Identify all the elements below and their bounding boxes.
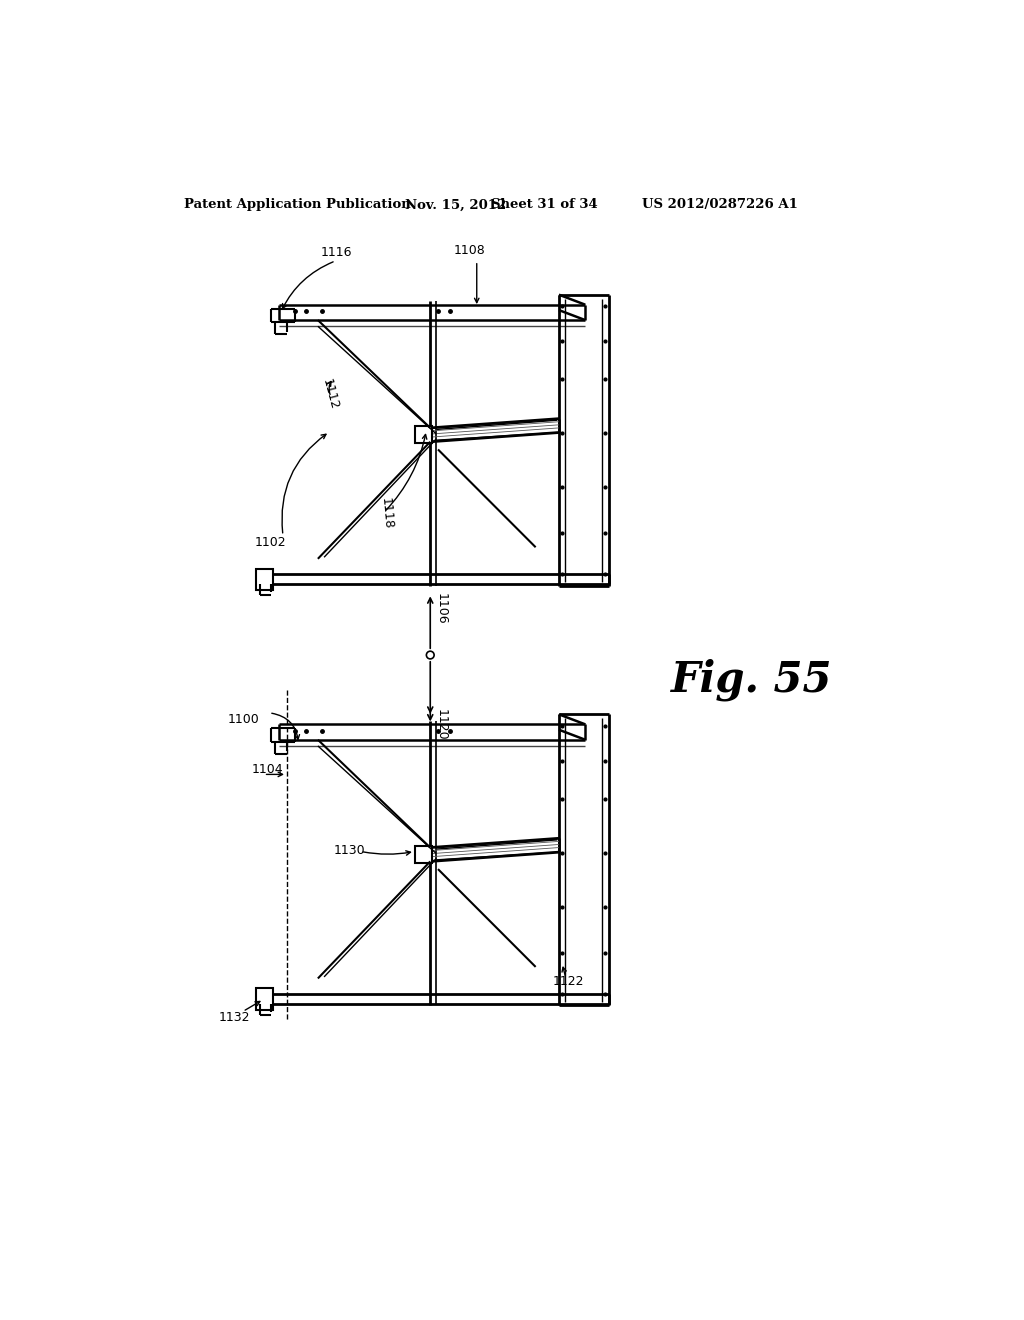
Text: Patent Application Publication: Patent Application Publication [183,198,411,211]
Text: 1112: 1112 [321,378,341,412]
Text: US 2012/0287226 A1: US 2012/0287226 A1 [642,198,798,211]
Text: Fig. 55: Fig. 55 [671,659,831,701]
Text: 1132: 1132 [219,1011,250,1024]
Text: 1130: 1130 [334,843,365,857]
Bar [415,846,432,863]
Text: Nov. 15, 2012: Nov. 15, 2012 [404,198,506,211]
Bar [415,426,432,444]
Text: 1120: 1120 [435,709,447,741]
Bar [256,569,273,590]
Text: 1106: 1106 [435,593,447,624]
Text: 1118: 1118 [378,498,394,529]
Text: 1116: 1116 [321,246,351,259]
Text: 1104: 1104 [252,763,284,776]
Text: 1122: 1122 [553,974,585,987]
Text: 1100: 1100 [227,713,259,726]
Text: 1102: 1102 [254,536,286,549]
Text: 1108: 1108 [454,244,485,257]
Text: Sheet 31 of 34: Sheet 31 of 34 [490,198,597,211]
Bar [256,989,273,1010]
